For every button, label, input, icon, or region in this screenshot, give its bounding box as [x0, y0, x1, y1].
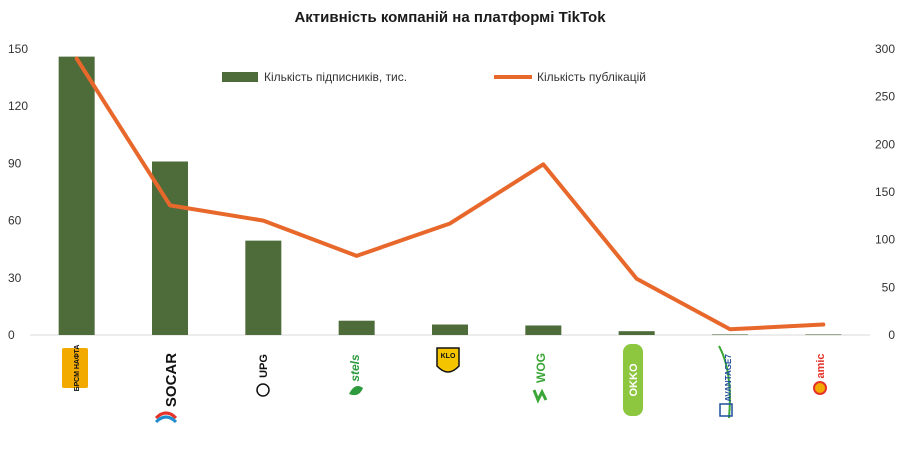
y-left-tick-label: 90 — [8, 156, 22, 170]
bar — [805, 334, 842, 336]
avantage7-wave-icon — [718, 345, 731, 419]
bar — [525, 325, 562, 335]
bar — [58, 56, 95, 335]
amic-logo-text: amic — [815, 353, 827, 378]
brsm-logo-text: БРСМ НАФТА — [74, 345, 81, 392]
y-right-tick-label: 150 — [875, 185, 895, 199]
klo-shield-icon — [436, 347, 460, 373]
right-axis: 0 50 100 150 200 250 300 — [875, 42, 895, 342]
amic-logo: amic — [813, 353, 827, 395]
y-right-tick-label: 100 — [875, 233, 895, 247]
line-point — [822, 324, 824, 326]
legend-swatch-bars — [222, 72, 258, 82]
y-left-tick-label: 150 — [8, 42, 28, 56]
publications-line — [74, 56, 826, 332]
line-point — [636, 278, 638, 280]
wog-logo: WOG — [532, 353, 548, 404]
y-left-tick-label: 30 — [8, 271, 22, 285]
stels-leaf-icon — [349, 386, 363, 396]
line-point — [262, 220, 264, 222]
legend: Кількість підписників, тис. Кількість пу… — [222, 70, 646, 84]
wog-mark-icon — [532, 388, 548, 404]
bar — [245, 240, 282, 335]
category-logos: БРСМ НАФТА SOCAR UPG stels — [62, 344, 827, 424]
line-point — [356, 255, 358, 257]
wog-logo-text: WOG — [534, 353, 548, 383]
bar — [618, 331, 655, 335]
bar — [432, 324, 468, 335]
line-point — [449, 222, 451, 224]
avantage7-logo-text: AVANTAGE7 — [724, 354, 733, 402]
socar-flame-icon — [154, 411, 178, 424]
upg-logo-text: UPG — [258, 354, 270, 378]
upg-logo: UPG — [256, 354, 270, 397]
upg-globe-icon — [256, 383, 270, 397]
line-point — [76, 58, 78, 60]
avantage7-logo: AVANTAGE7 — [718, 345, 733, 419]
y-right-tick-label: 300 — [875, 42, 895, 56]
y-right-tick-label: 250 — [875, 90, 895, 104]
chart-title: Активність компаній на платформі TikTok — [294, 9, 606, 26]
klo-logo: KLO — [436, 347, 460, 373]
y-left-tick-label: 0 — [8, 328, 15, 342]
y-right-tick-label: 0 — [888, 328, 895, 342]
okko-logo: OKKO — [623, 344, 643, 416]
avantage7-square-icon — [719, 403, 733, 417]
klo-logo-text: KLO — [441, 353, 456, 360]
line-point — [169, 204, 171, 206]
line-point — [542, 163, 544, 165]
stels-logo: stels — [348, 354, 363, 396]
socar-logo: SOCAR — [154, 353, 180, 424]
line-series — [74, 56, 826, 332]
okko-logo-text: OKKO — [628, 363, 640, 396]
socar-logo-text: SOCAR — [163, 353, 180, 407]
brsm-logo: БРСМ НАФТА — [62, 345, 88, 392]
legend-label-bars: Кількість підписників, тис. — [264, 70, 407, 84]
y-left-tick-label: 60 — [8, 214, 22, 228]
bar — [712, 334, 748, 336]
legend-label-line: Кількість публікацій — [537, 70, 646, 84]
left-axis: 0 30 60 90 120 150 — [8, 42, 28, 342]
bar — [152, 161, 188, 335]
bar-series — [58, 56, 842, 336]
line-point — [729, 328, 731, 330]
bar — [338, 320, 375, 335]
stels-logo-text: stels — [348, 354, 362, 382]
y-right-tick-label: 200 — [875, 137, 895, 151]
amic-circle-icon — [813, 381, 827, 395]
y-left-tick-label: 120 — [8, 99, 28, 113]
y-right-tick-label: 50 — [882, 280, 896, 294]
